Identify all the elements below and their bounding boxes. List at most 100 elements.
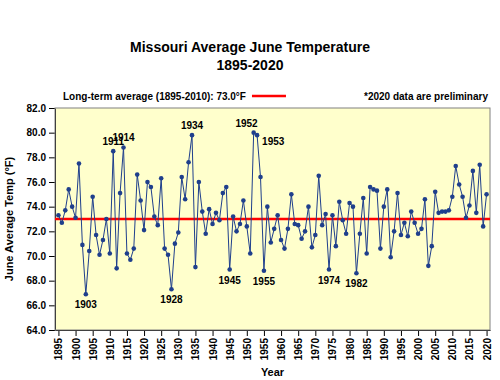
data-point — [409, 209, 414, 214]
y-tick: 64.0 — [27, 325, 55, 336]
data-point — [80, 243, 85, 248]
x-tick-mark — [452, 330, 453, 336]
data-point — [471, 169, 476, 174]
data-point — [149, 185, 154, 190]
x-tick-mark — [230, 330, 231, 336]
x-tick-label: 1995 — [396, 338, 407, 361]
y-tick-label: 70.0 — [27, 251, 47, 262]
data-point — [351, 204, 356, 209]
x-tick: 1910 — [105, 330, 116, 360]
data-point — [299, 236, 304, 241]
x-tick: 1970 — [310, 330, 321, 360]
data-point — [378, 246, 383, 251]
annotation: 1928 — [160, 294, 183, 305]
y-tick-label: 80.0 — [27, 127, 47, 138]
plot: 64.066.068.070.072.074.076.078.080.082.0… — [27, 103, 493, 361]
x-tick-label: 2015 — [464, 338, 475, 361]
data-point — [118, 191, 123, 196]
data-point — [128, 257, 133, 262]
data-point — [203, 232, 208, 237]
x-tick: 2020 — [482, 330, 493, 360]
x-tick-mark — [487, 330, 488, 336]
x-tick-mark — [281, 330, 282, 336]
annotation: 1934 — [181, 120, 204, 131]
x-tick: 2000 — [413, 330, 424, 360]
data-point — [94, 233, 99, 238]
annotation: 1914 — [112, 132, 135, 143]
data-point — [84, 292, 89, 297]
x-tick-mark — [384, 330, 385, 336]
data-point — [224, 185, 229, 190]
x-tick: 1950 — [242, 330, 253, 360]
data-point — [310, 245, 315, 250]
x-axis-title: Year — [261, 366, 285, 378]
data-line — [58, 133, 486, 295]
x-axis: 1895190019051910191519201925193019351940… — [53, 330, 492, 360]
data-point — [337, 199, 342, 204]
data-point — [200, 209, 205, 214]
x-tick: 1975 — [327, 330, 338, 360]
data-point — [262, 269, 267, 274]
data-point — [392, 229, 397, 234]
plot-frame — [55, 108, 490, 330]
x-tick: 1935 — [190, 330, 201, 360]
x-tick-mark — [418, 330, 419, 336]
data-point — [227, 267, 232, 272]
data-point — [101, 238, 106, 243]
data-point — [327, 267, 332, 272]
annotation: 1982 — [345, 278, 368, 289]
y-tick-mark — [49, 281, 55, 282]
data-point — [464, 215, 469, 220]
data-point — [114, 266, 119, 271]
annotation: 1903 — [75, 299, 98, 310]
data-point — [193, 265, 198, 270]
x-tick-label: 1910 — [105, 338, 116, 361]
x-tick-label: 1895 — [53, 338, 64, 361]
annotations: 1903191119141928193419451952195319551974… — [75, 118, 368, 311]
data-point — [450, 195, 455, 200]
x-tick-mark — [76, 330, 77, 336]
subtitle: 1895-2020 — [217, 57, 284, 73]
x-tick: 1940 — [208, 330, 219, 360]
data-point — [60, 220, 65, 225]
data-point — [73, 215, 78, 220]
data-point — [190, 133, 195, 138]
x-tick: 1990 — [379, 330, 390, 360]
data-point — [255, 133, 260, 138]
x-tick: 1980 — [345, 330, 356, 360]
data-point — [358, 232, 363, 237]
data-point — [481, 224, 486, 229]
data-point — [286, 227, 291, 232]
data-point — [97, 252, 102, 257]
data-point — [395, 191, 400, 196]
data-point — [265, 204, 270, 209]
data-point — [296, 223, 301, 228]
data-point — [207, 207, 212, 212]
x-tick-mark — [247, 330, 248, 336]
data-point — [56, 213, 61, 218]
data-point — [447, 208, 452, 213]
x-tick-mark — [350, 330, 351, 336]
x-tick-label: 1970 — [310, 338, 321, 361]
y-tick-mark — [49, 207, 55, 208]
x-tick-mark — [144, 330, 145, 336]
y-tick: 80.0 — [27, 127, 55, 138]
data-point — [323, 212, 328, 217]
data-point — [419, 227, 424, 232]
y-tick-label: 72.0 — [27, 226, 47, 237]
data-point — [484, 192, 489, 197]
data-point — [217, 218, 222, 223]
x-tick: 1915 — [122, 330, 133, 360]
data-point — [375, 188, 380, 193]
x-tick: 1895 — [53, 330, 64, 360]
data-point — [104, 217, 109, 222]
y-tick-mark — [49, 133, 55, 134]
data-point — [238, 222, 243, 227]
y-tick-mark — [49, 231, 55, 232]
y-tick: 82.0 — [27, 103, 55, 114]
data-point — [159, 176, 164, 181]
x-tick-label: 1950 — [242, 338, 253, 361]
x-tick: 1995 — [396, 330, 407, 360]
y-tick-mark — [49, 256, 55, 257]
data-point — [66, 187, 71, 192]
